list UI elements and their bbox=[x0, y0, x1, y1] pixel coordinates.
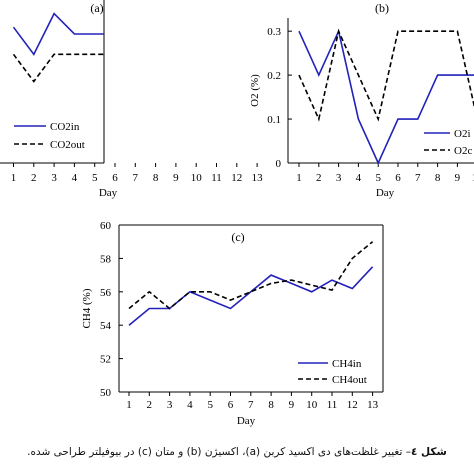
y-tick-label: 52 bbox=[100, 354, 111, 366]
x-axis-label: Day bbox=[376, 187, 395, 199]
chart-legend: CH4in CH4out bbox=[298, 358, 367, 386]
x-tick-label: 10 bbox=[191, 172, 203, 184]
y-tick-label: 50 bbox=[100, 387, 112, 399]
x-tick-label: 4 bbox=[356, 172, 362, 184]
x-tick-label: 1 bbox=[296, 172, 302, 184]
x-tick-label: 6 bbox=[228, 399, 234, 411]
x-tick-label: 9 bbox=[173, 172, 179, 184]
x-tick-label: 12 bbox=[347, 399, 358, 411]
x-tick-label: 8 bbox=[153, 172, 159, 184]
y-tick-label: 0.1 bbox=[267, 114, 281, 126]
series-line-o2c bbox=[298, 28, 474, 122]
panel-label: (c) bbox=[231, 230, 244, 244]
x-tick-label: 5 bbox=[207, 399, 213, 411]
series-line-o2i bbox=[298, 28, 474, 165]
x-tick-label: 10 bbox=[472, 172, 474, 184]
x-tick-label: 4 bbox=[187, 399, 193, 411]
legend-label: O2i bbox=[454, 128, 471, 140]
figure-caption: شکل ٤– تغییر غلظت‌های دی اکسید کربن (a)،… bbox=[0, 446, 474, 458]
legend-label: CH4out bbox=[332, 374, 367, 386]
x-tick-label: 7 bbox=[248, 399, 254, 411]
x-tick-label: 4 bbox=[72, 172, 78, 184]
x-tick-label: 8 bbox=[268, 399, 274, 411]
series-line-ch4in bbox=[128, 266, 374, 326]
y-axis-label: O2 (%) bbox=[249, 74, 261, 107]
x-tick-label: 6 bbox=[112, 172, 118, 184]
y-tick-label: 0 bbox=[276, 158, 282, 170]
x-tick-label: 6 bbox=[395, 172, 401, 184]
legend-label: CO2in bbox=[50, 121, 80, 133]
legend-label: CO2out bbox=[50, 139, 85, 151]
caption-text: – تغییر غلظت‌های دی اکسید کربن (a)، اکسی… bbox=[27, 446, 411, 458]
y-tick-label: 56 bbox=[100, 287, 112, 299]
x-tick-label: 1 bbox=[11, 172, 17, 184]
x-tick-label: 10 bbox=[306, 399, 318, 411]
x-axis-label: Day bbox=[237, 415, 256, 427]
chart-legend: CO2in CO2out bbox=[14, 121, 85, 151]
panel-label: (b) bbox=[375, 1, 389, 15]
y-axis-label: CH4 (%) bbox=[81, 288, 93, 328]
x-tick-label: 2 bbox=[316, 172, 322, 184]
legend-label: O2c bbox=[454, 145, 472, 157]
x-tick-label: 3 bbox=[336, 172, 342, 184]
x-tick-label: 8 bbox=[435, 172, 441, 184]
x-tick-label: 3 bbox=[167, 399, 173, 411]
x-axis-label: Day bbox=[99, 187, 118, 199]
x-tick-label: 13 bbox=[252, 172, 264, 184]
x-tick-label: 9 bbox=[289, 399, 295, 411]
x-tick-label: 12 bbox=[231, 172, 242, 184]
series-line-co2out bbox=[12, 53, 104, 83]
x-tick-label: 7 bbox=[415, 172, 421, 184]
panel-label: (a) bbox=[90, 1, 103, 15]
x-tick-label: 11 bbox=[211, 172, 222, 184]
x-tick-label: 5 bbox=[92, 172, 98, 184]
x-tick-label: 11 bbox=[327, 399, 338, 411]
caption-prefix: شکل ٤ bbox=[410, 446, 447, 458]
chart-panel-2: 123456789101112Day00.10.20.3O2 (%)O2iO2c… bbox=[249, 1, 474, 199]
series-line-ch4out bbox=[128, 241, 374, 310]
x-tick-label: 13 bbox=[367, 399, 379, 411]
y-tick-label: 0.2 bbox=[267, 70, 281, 82]
x-tick-label: 9 bbox=[455, 172, 461, 184]
x-tick-label: 1 bbox=[126, 399, 132, 411]
legend-label: CH4in bbox=[332, 358, 362, 370]
series-line-co2in bbox=[12, 12, 104, 56]
x-tick-label: 5 bbox=[375, 172, 381, 184]
x-tick-label: 3 bbox=[51, 172, 57, 184]
y-tick-label: 58 bbox=[100, 253, 112, 265]
y-tick-label: 0.3 bbox=[267, 26, 281, 38]
x-tick-label: 2 bbox=[31, 172, 37, 184]
x-tick-label: 7 bbox=[133, 172, 139, 184]
y-tick-label: 54 bbox=[100, 320, 112, 332]
y-tick-label: 60 bbox=[100, 220, 112, 232]
x-tick-label: 2 bbox=[147, 399, 153, 411]
